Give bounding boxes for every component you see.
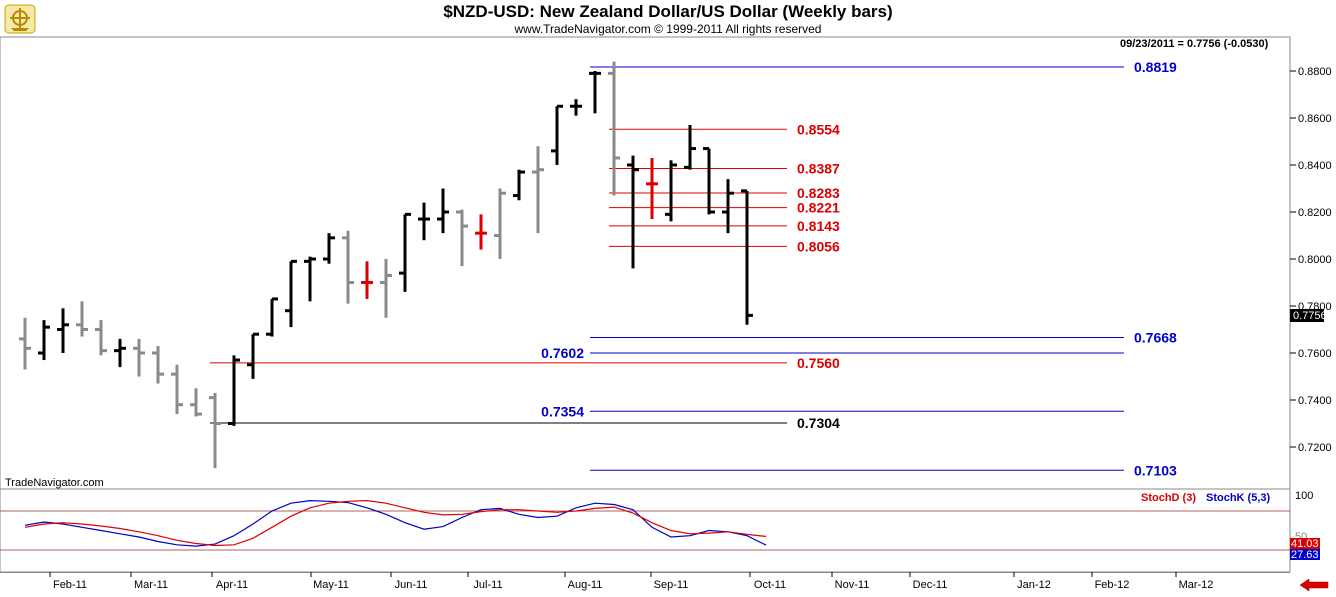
ohlc-bar: [703, 147, 715, 215]
ohlc-bar: [38, 320, 50, 361]
stochd-value-label: 41.03: [1291, 538, 1319, 550]
price-axis: 0.88000.86000.84000.82000.80000.78000.76…: [1290, 66, 1332, 454]
time-tick-label: Jan-12: [1017, 579, 1051, 591]
ohlc-bar: [209, 392, 221, 469]
ohlc-bar: [418, 202, 430, 241]
ohlc-bar: [399, 212, 411, 292]
level-label: 0.8056: [797, 238, 840, 254]
stochastic-panel-frame: [0, 488, 1291, 573]
level-label: 0.8819: [1134, 59, 1177, 75]
time-tick-label: Nov-11: [835, 579, 870, 591]
ohlc-bar: [380, 259, 392, 318]
time-tick-label: May-11: [313, 579, 349, 591]
time-tick-label: Feb-11: [53, 579, 87, 591]
ohlc-bar: [19, 317, 31, 370]
price-tick-label: 0.8800: [1298, 66, 1332, 78]
price-tick-label: 0.7400: [1298, 395, 1332, 407]
ohlc-bar: [342, 230, 354, 304]
time-axis: Feb-11 Mar-11 Apr-11 May-11 Jun-11 Jul-11 Aug-…: [49, 572, 1214, 591]
price-tick-label: 0.8600: [1298, 113, 1332, 125]
last-price-tag: [1290, 309, 1324, 322]
ohlc-bar: [190, 388, 202, 417]
navigator-logo-icon: [3, 3, 37, 35]
ohlc-bar: [95, 320, 107, 356]
level-label: 0.8283: [797, 185, 840, 201]
ohlc-bar: [152, 345, 164, 384]
level-label: 0.7668: [1134, 330, 1177, 346]
level-label: 0.8554: [797, 121, 840, 137]
ohlc-bar: [741, 189, 753, 325]
level-label: 0.8387: [797, 161, 840, 177]
last-price-label: 0.7756: [1293, 310, 1327, 322]
stochk-value-tag: [1290, 549, 1320, 560]
ohlc-bar: [323, 233, 335, 264]
time-tick-label: Feb-12: [1095, 579, 1130, 591]
time-tick-label: Oct-11: [754, 579, 786, 591]
ohlc-bar: [475, 214, 487, 250]
ohlc-bar: [133, 338, 145, 377]
ohlc-bar: [627, 155, 639, 269]
ohlc-bar: [589, 71, 601, 114]
stochastic-panel: [0, 499, 1290, 551]
level-label: 0.8143: [797, 218, 840, 234]
stochd-legend: StochD (3): [1141, 492, 1196, 504]
red-left-arrow-icon[interactable]: [1298, 578, 1330, 592]
time-tick-label: Mar-12: [1179, 579, 1214, 591]
ohlc-bar: [437, 188, 449, 234]
price-info-readout: 09/23/2011 = 0.7756 (-0.0530): [1120, 38, 1269, 50]
price-tick-label: 0.7600: [1298, 348, 1332, 360]
ohlc-bar: [228, 355, 240, 426]
ohlc-bar: [361, 261, 373, 299]
ohlc-bar: [76, 301, 88, 337]
ohlc-bar: [114, 338, 126, 368]
ohlc-bar: [570, 99, 582, 116]
chart-title: $NZD-USD: New Zealand Dollar/US Dollar (…: [443, 2, 893, 21]
ohlc-bar: [57, 308, 69, 353]
price-panel-frame: [0, 36, 1291, 490]
price-tick-label: 0.8000: [1298, 254, 1332, 266]
stochk-value-label: 27.63: [1291, 549, 1319, 561]
level-label: 0.7602: [541, 345, 584, 361]
time-tick-label: Aug-11: [568, 579, 603, 591]
ohlc-bar: [247, 332, 259, 379]
stochk-legend: StochK (5,3): [1206, 492, 1271, 504]
time-tick-label: Dec-11: [913, 579, 948, 591]
time-tick-label: Sep-11: [654, 579, 689, 591]
price-tick-label: 0.8200: [1298, 207, 1332, 219]
price-tick-label: 0.7200: [1298, 442, 1332, 454]
time-tick-label: Apr-11: [216, 579, 248, 591]
ohlc-bar: [665, 160, 677, 222]
ohlc-bar: [304, 256, 316, 302]
ohlc-bar: [722, 179, 734, 234]
watermark-text: TradeNavigator.com: [5, 477, 104, 489]
ohlc-bar: [608, 61, 620, 196]
time-tick-label: Jul-11: [473, 579, 502, 591]
time-tick-label: Jun-11: [395, 579, 428, 591]
ohlc-bar: [285, 259, 297, 328]
ohlc-bar: [513, 169, 525, 201]
stochd-value-tag: [1290, 538, 1320, 549]
level-label: 0.8221: [797, 200, 840, 216]
ohlc-bar: [266, 297, 278, 337]
copyright-line: www.TradeNavigator.com © 1999-2011 All r…: [514, 22, 822, 36]
level-label: 0.7354: [541, 403, 584, 419]
level-label: 0.7103: [1134, 462, 1177, 478]
ohlc-bar: [551, 104, 563, 165]
ohlc-bar: [171, 364, 183, 415]
time-tick-label: Mar-11: [134, 579, 168, 591]
stochd-line: [24, 499, 767, 547]
ohlc-bar: [456, 209, 468, 267]
level-label: 0.7560: [797, 355, 840, 371]
ohlc-bar: [646, 157, 658, 220]
ohlc-bar: [494, 188, 506, 259]
ohlc-bar: [684, 125, 696, 170]
level-label: 0.7304: [797, 415, 840, 431]
ohlc-bar: [532, 146, 544, 234]
price-tick-label: 0.8400: [1298, 160, 1332, 172]
stoch-tick-100: 100: [1295, 490, 1313, 502]
ohlc-bars: [19, 61, 753, 469]
